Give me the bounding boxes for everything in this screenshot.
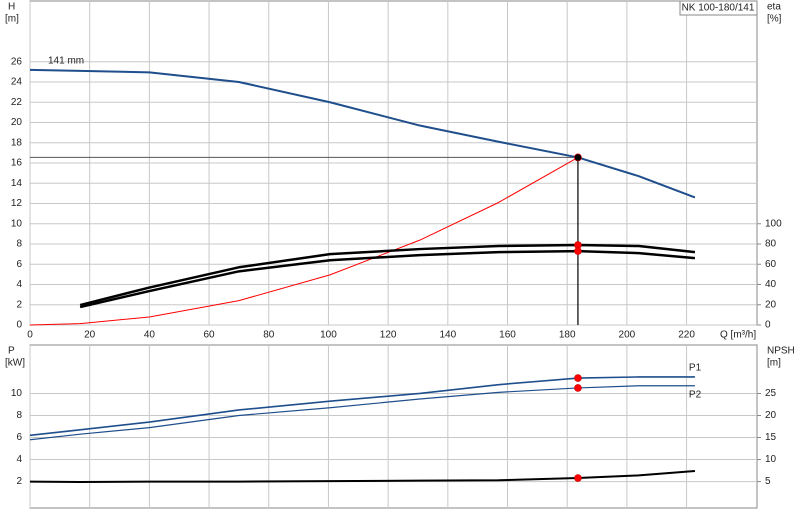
x-tick-label: 160 xyxy=(499,330,516,341)
series-line xyxy=(29,469,696,484)
y-tick-label: 0 xyxy=(16,320,22,331)
x-tick-label: 140 xyxy=(439,330,456,341)
y2-tick-label: 60 xyxy=(765,259,777,270)
series-label: P2 xyxy=(689,389,702,400)
x-tick-label: 180 xyxy=(559,330,576,341)
y-tick-label: 6 xyxy=(16,432,22,443)
y-tick-label: 6 xyxy=(16,259,22,270)
duty-marker xyxy=(574,374,582,382)
x-tick-label: 80 xyxy=(263,330,275,341)
x-tick-label: 200 xyxy=(619,330,636,341)
series-line xyxy=(29,68,696,199)
x-tick-label: 0 xyxy=(27,330,33,341)
y-tick-label: 26 xyxy=(11,56,23,67)
y-tick-label: 20 xyxy=(11,117,23,128)
x-tick-label: 220 xyxy=(678,330,695,341)
y-tick-label: 8 xyxy=(16,239,22,250)
y2-tick-label: 80 xyxy=(765,239,777,250)
x-tick-label: 20 xyxy=(84,330,96,341)
y-axis-unit: [kW] xyxy=(5,358,25,369)
series-line xyxy=(29,376,695,437)
series-line xyxy=(79,249,696,309)
y2-tick-label: 20 xyxy=(765,410,777,421)
plot-frame xyxy=(29,344,758,509)
y-tick-label: 4 xyxy=(16,454,22,465)
y2-axis-unit: [%] xyxy=(767,14,782,25)
y2-tick-label: 20 xyxy=(765,299,777,310)
y-tick-label: 2 xyxy=(16,299,22,310)
duty-marker xyxy=(574,247,582,255)
x-tick-label: 60 xyxy=(204,330,216,341)
y-tick-label: 24 xyxy=(11,77,23,88)
y-axis-label: P xyxy=(8,346,15,357)
x-tick-label: 120 xyxy=(380,330,397,341)
y-tick-label: 18 xyxy=(11,137,23,148)
y2-axis-label: eta xyxy=(767,2,781,13)
y2-tick-label: 15 xyxy=(765,432,777,443)
y-tick-label: 10 xyxy=(11,218,23,229)
series-line xyxy=(79,243,696,307)
series-label: 141 mm xyxy=(48,55,84,66)
y-tick-label: 14 xyxy=(11,178,23,189)
y2-tick-label: 100 xyxy=(765,218,782,229)
duty-marker xyxy=(574,153,582,162)
y2-axis-unit: [m] xyxy=(767,358,781,369)
y2-tick-label: 0 xyxy=(765,320,771,331)
duty-marker xyxy=(574,384,582,392)
y-tick-label: 4 xyxy=(16,279,22,290)
y-tick-label: 22 xyxy=(11,97,23,108)
x-tick-label: 100 xyxy=(320,330,337,341)
y2-tick-label: 40 xyxy=(765,279,777,290)
x-axis-label: Q [m³/h] xyxy=(720,330,756,341)
y2-axis-label: NPSH xyxy=(767,346,795,357)
chart-title: NK 100-180/141 xyxy=(682,3,755,14)
series-label: P1 xyxy=(689,363,702,374)
y2-tick-label: 10 xyxy=(765,454,777,465)
series-line xyxy=(29,385,695,441)
x-tick-label: 40 xyxy=(144,330,156,341)
y2-tick-label: 25 xyxy=(765,388,777,399)
y-tick-label: 2 xyxy=(16,476,22,487)
y-axis-label: H xyxy=(8,2,15,13)
y2-tick-label: 5 xyxy=(765,476,771,487)
y-axis-unit: [m] xyxy=(5,14,19,25)
y-tick-label: 8 xyxy=(16,410,22,421)
duty-marker xyxy=(574,474,582,482)
y-tick-label: 16 xyxy=(11,158,23,169)
series-line xyxy=(29,156,579,326)
title-box xyxy=(679,0,758,16)
y-tick-label: 10 xyxy=(11,388,23,399)
y-tick-label: 12 xyxy=(11,198,23,209)
